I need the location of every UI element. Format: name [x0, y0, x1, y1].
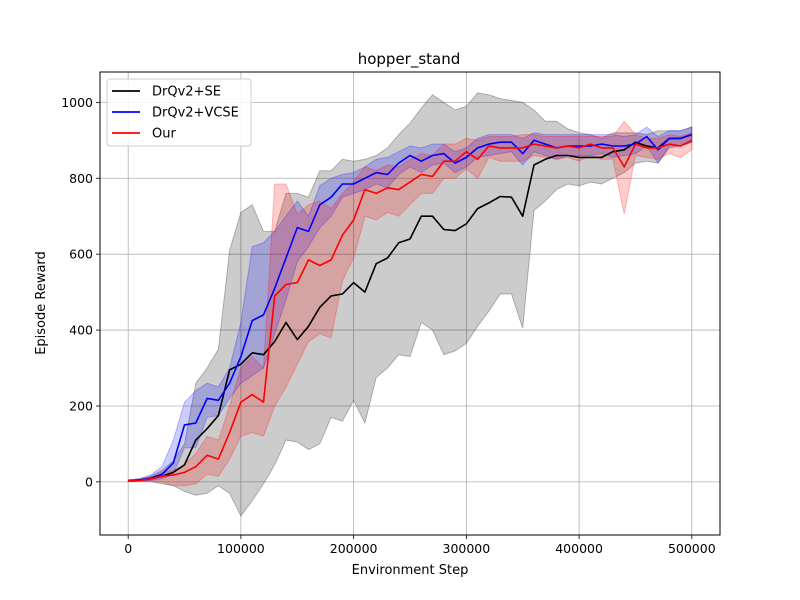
- x-tick-label: 400000: [555, 541, 603, 556]
- series-line-drqv2-vcse: [128, 133, 693, 482]
- y-tick-label: 0: [85, 474, 93, 489]
- y-tick-label: 200: [69, 398, 93, 413]
- legend: DrQv2+SE DrQv2+VCSE Our: [106, 78, 252, 147]
- chart-title: hopper_stand: [358, 50, 461, 69]
- band-our: [127, 120, 693, 487]
- series-lines: [128, 133, 693, 482]
- x-tick-label: 100000: [217, 541, 265, 556]
- series-line-drqv2-se: [128, 133, 693, 482]
- x-tick-label: 300000: [443, 541, 491, 556]
- legend-label-our: Our: [152, 127, 176, 142]
- x-tick-label: 500000: [668, 541, 716, 556]
- x-tick-label: 200000: [330, 541, 378, 556]
- legend-label-drqv2-vcse: DrQv2+VCSE: [152, 106, 239, 121]
- x-axis-title: Environment Step: [352, 563, 469, 578]
- legend-box: [106, 78, 252, 147]
- y-tick-label: 600: [69, 247, 93, 262]
- band-drqv2-vcse: [127, 126, 693, 483]
- confidence-bands: [127, 92, 693, 517]
- y-tick-label: 800: [69, 171, 93, 186]
- band-drqv2-se: [127, 92, 693, 517]
- y-tick-label: 1000: [61, 95, 93, 110]
- y-axis-title: Episode Reward: [34, 251, 49, 355]
- y-tick-label: 400: [69, 323, 93, 338]
- plot-frame: [99, 71, 721, 536]
- legend-label-drqv2-se: DrQv2+SE: [152, 85, 221, 100]
- series-line-our: [128, 139, 693, 482]
- x-tick-label: 0: [124, 541, 132, 556]
- axis-ticks: 0 100000 200000 300000 400000 500000 0 200 400 60…: [61, 95, 716, 556]
